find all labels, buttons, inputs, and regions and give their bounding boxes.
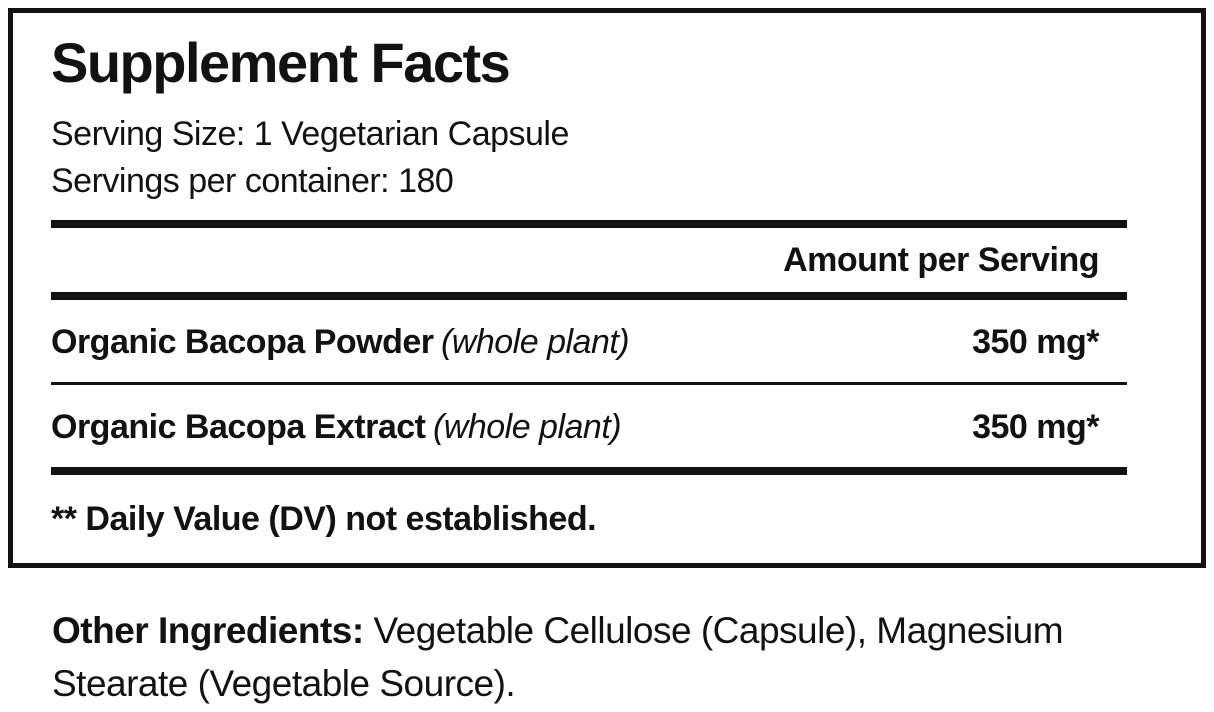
- ingredient-detail: (whole plant): [432, 408, 622, 446]
- divider-thin-row: [51, 382, 1127, 385]
- other-ingredients-label: Other Ingredients:: [52, 610, 364, 651]
- divider-thick-bottom: [51, 467, 1127, 475]
- daily-value-footnote: ** Daily Value (DV) not established.: [51, 500, 597, 538]
- ingredient-name-cell: Organic Bacopa Powder (whole plant): [51, 320, 630, 364]
- other-ingredients: Other Ingredients: Vegetable Cellulose (…: [52, 604, 1124, 710]
- table-row: Organic Bacopa Extract (whole plant) 350 …: [51, 385, 1127, 467]
- panel-title: Supplement Facts: [51, 31, 511, 94]
- ingredient-name: Organic Bacopa Extract: [51, 408, 426, 446]
- serving-info: Serving Size: 1 Vegetarian Capsule Servi…: [51, 111, 1127, 205]
- other-ingredients-text: Vegetable Cellulose (Capsule), Magnesium…: [52, 610, 1064, 704]
- amount-per-serving-header: Amount per Serving: [783, 241, 1099, 279]
- servings-per-container-line: Servings per container: 180: [51, 162, 454, 200]
- ingredient-detail: (whole plant): [440, 323, 630, 361]
- table-row: Organic Bacopa Powder (whole plant) 350 m…: [51, 300, 1127, 382]
- ingredient-amount: 350 mg*: [972, 408, 1099, 446]
- divider-thick-header: [51, 292, 1127, 300]
- divider-thick-top: [51, 220, 1127, 228]
- ingredient-name: Organic Bacopa Powder: [51, 323, 434, 361]
- ingredient-name-cell: Organic Bacopa Extract (whole plant): [51, 405, 622, 449]
- ingredient-amount: 350 mg*: [972, 323, 1099, 361]
- supplement-facts-panel: Supplement Facts Serving Size: 1 Vegetar…: [8, 8, 1206, 568]
- serving-size-line: Serving Size: 1 Vegetarian Capsule: [51, 115, 569, 153]
